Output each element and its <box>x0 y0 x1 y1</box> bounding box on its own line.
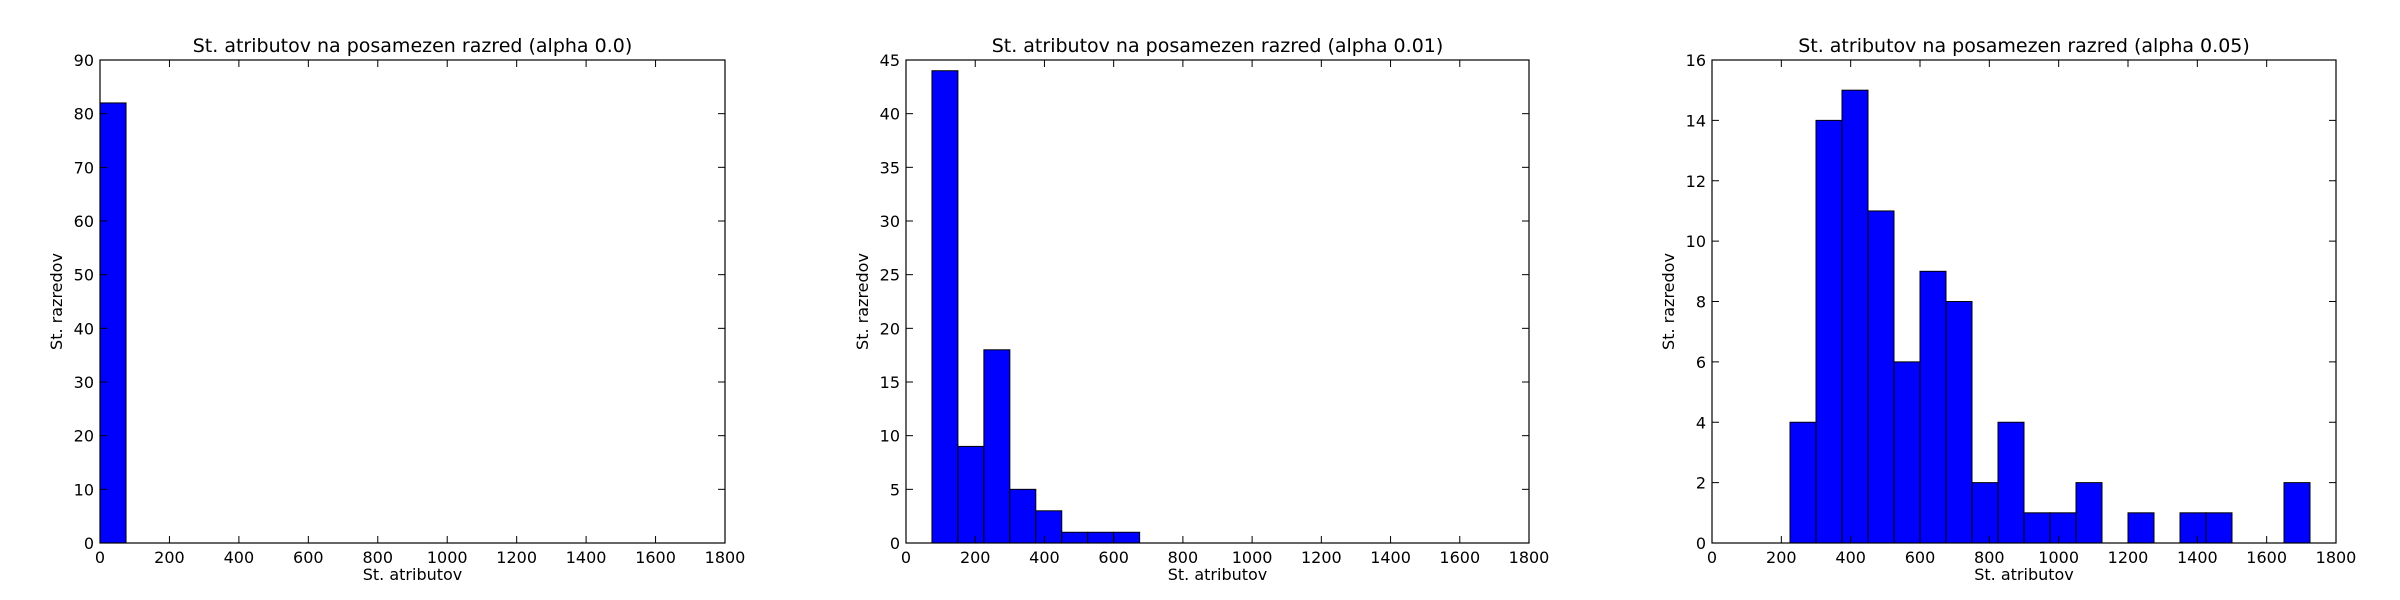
x-tick-label: 1400 <box>566 548 607 567</box>
histogram-bar <box>1789 421 1817 544</box>
y-tick-label: 10 <box>1686 232 1706 251</box>
y-tick-label: 30 <box>74 373 94 392</box>
histogram-bar <box>1815 119 1843 544</box>
x-tick-label: 1000 <box>1232 548 1273 567</box>
y-tick-label: 16 <box>1686 51 1706 70</box>
x-axis-label: St. atributov <box>1974 565 2074 584</box>
x-tick-label: 1800 <box>2316 548 2357 567</box>
y-tick-label: 60 <box>74 212 94 231</box>
x-tick-label: 0 <box>1707 548 1717 567</box>
x-tick-label: 600 <box>1905 548 1936 567</box>
y-axis-label: St. razredov <box>47 253 66 350</box>
y-tick-label: 20 <box>74 427 94 446</box>
histogram-bar <box>957 445 985 544</box>
x-tick-label: 400 <box>224 548 255 567</box>
histogram-bar <box>2075 482 2103 544</box>
y-tick-label: 30 <box>880 212 900 231</box>
x-tick-label: 0 <box>901 548 911 567</box>
histogram-bar <box>1009 488 1037 544</box>
x-tick-label: 1000 <box>427 548 468 567</box>
histogram-bar <box>2205 512 2233 544</box>
y-tick-label: 90 <box>74 51 94 70</box>
histogram-bar <box>1971 482 1999 544</box>
y-tick-label: 20 <box>880 319 900 338</box>
y-tick-label: 35 <box>880 158 900 177</box>
histogram-bar <box>931 70 959 544</box>
histogram-bar <box>2283 482 2311 544</box>
x-tick-label: 1000 <box>2038 548 2079 567</box>
y-tick-label: 6 <box>1696 353 1706 372</box>
y-tick-label: 80 <box>74 105 94 124</box>
y-tick-label: 4 <box>1696 413 1706 432</box>
histogram-bar <box>1997 421 2025 544</box>
x-tick-label: 200 <box>960 548 991 567</box>
x-tick-label: 1800 <box>1509 548 1550 567</box>
x-tick-label: 0 <box>95 548 105 567</box>
plot-frame <box>905 59 1530 544</box>
x-axis-label: St. atributov <box>363 565 463 584</box>
histogram-bar <box>1945 301 1973 544</box>
histogram-bar <box>983 349 1011 544</box>
y-tick-label: 45 <box>880 51 900 70</box>
x-tick-label: 1400 <box>2177 548 2218 567</box>
x-tick-label: 600 <box>1098 548 1129 567</box>
y-tick-label: 40 <box>880 105 900 124</box>
x-tick-label: 600 <box>293 548 324 567</box>
histogram-bar <box>1893 361 1921 544</box>
histogram-bar <box>1841 89 1869 544</box>
x-tick-label: 800 <box>1974 548 2005 567</box>
x-tick-label: 1800 <box>705 548 746 567</box>
y-tick-label: 0 <box>1696 534 1706 553</box>
y-tick-label: 14 <box>1686 111 1706 130</box>
x-tick-label: 1600 <box>1439 548 1480 567</box>
x-tick-label: 1400 <box>1370 548 1411 567</box>
y-tick-label: 0 <box>84 534 94 553</box>
chart-title: St. atributov na posamezen razred (alpha… <box>1798 35 2250 57</box>
y-tick-label: 15 <box>880 373 900 392</box>
histogram-bar <box>2023 512 2051 544</box>
x-tick-label: 800 <box>363 548 394 567</box>
histogram-bar <box>1035 510 1063 544</box>
histogram-bar <box>1087 531 1115 544</box>
y-axis-label: St. razredov <box>853 253 872 350</box>
histogram-bar <box>2049 512 2077 544</box>
x-tick-label: 1600 <box>2246 548 2287 567</box>
chart-title: St. atributov na posamezen razred (alpha… <box>992 35 1444 57</box>
x-tick-label: 1200 <box>496 548 537 567</box>
x-tick-label: 1200 <box>2108 548 2149 567</box>
y-tick-label: 10 <box>880 427 900 446</box>
y-tick-label: 70 <box>74 158 94 177</box>
x-tick-label: 1600 <box>635 548 676 567</box>
chart-panel-3: 0 200 400 600 800 1000 1200 1400 1600 1800 0 2 4 6 8 10… <box>1659 35 2356 584</box>
x-tick-label: 400 <box>1835 548 1866 567</box>
histogram-bar <box>1113 531 1141 544</box>
y-tick-label: 0 <box>890 534 900 553</box>
histogram-bar <box>2179 512 2207 544</box>
chart-title: St. atributov na posamezen razred (alpha… <box>193 35 633 57</box>
y-tick-label: 25 <box>880 266 900 285</box>
y-tick-label: 5 <box>890 480 900 499</box>
x-tick-label: 1200 <box>1301 548 1342 567</box>
y-tick-label: 8 <box>1696 293 1706 312</box>
y-tick-label: 2 <box>1696 474 1706 493</box>
chart-panel-1: 0 200 400 600 800 1000 1200 1400 1600 1800 0 10 20 30… <box>47 35 745 584</box>
histogram-bar <box>99 102 127 544</box>
x-tick-label: 200 <box>1766 548 1797 567</box>
x-tick-label: 200 <box>154 548 185 567</box>
x-tick-label: 800 <box>1168 548 1199 567</box>
plot-frame <box>99 59 726 544</box>
y-tick-label: 12 <box>1686 172 1706 191</box>
x-axis-label: St. atributov <box>1168 565 1268 584</box>
chart-panel-2: 0 200 400 600 800 1000 1200 1400 1600 1800 0 5 10 15 2… <box>853 35 1549 584</box>
histogram-bar <box>1919 270 1947 544</box>
y-tick-label: 40 <box>74 319 94 338</box>
histogram-bar <box>1061 531 1089 544</box>
y-axis-label: St. razredov <box>1659 253 1678 350</box>
x-tick-label: 400 <box>1029 548 1060 567</box>
histogram-bar <box>1867 210 1895 544</box>
y-tick-label: 50 <box>74 266 94 285</box>
histogram-bar <box>2127 512 2155 544</box>
y-tick-label: 10 <box>74 480 94 499</box>
